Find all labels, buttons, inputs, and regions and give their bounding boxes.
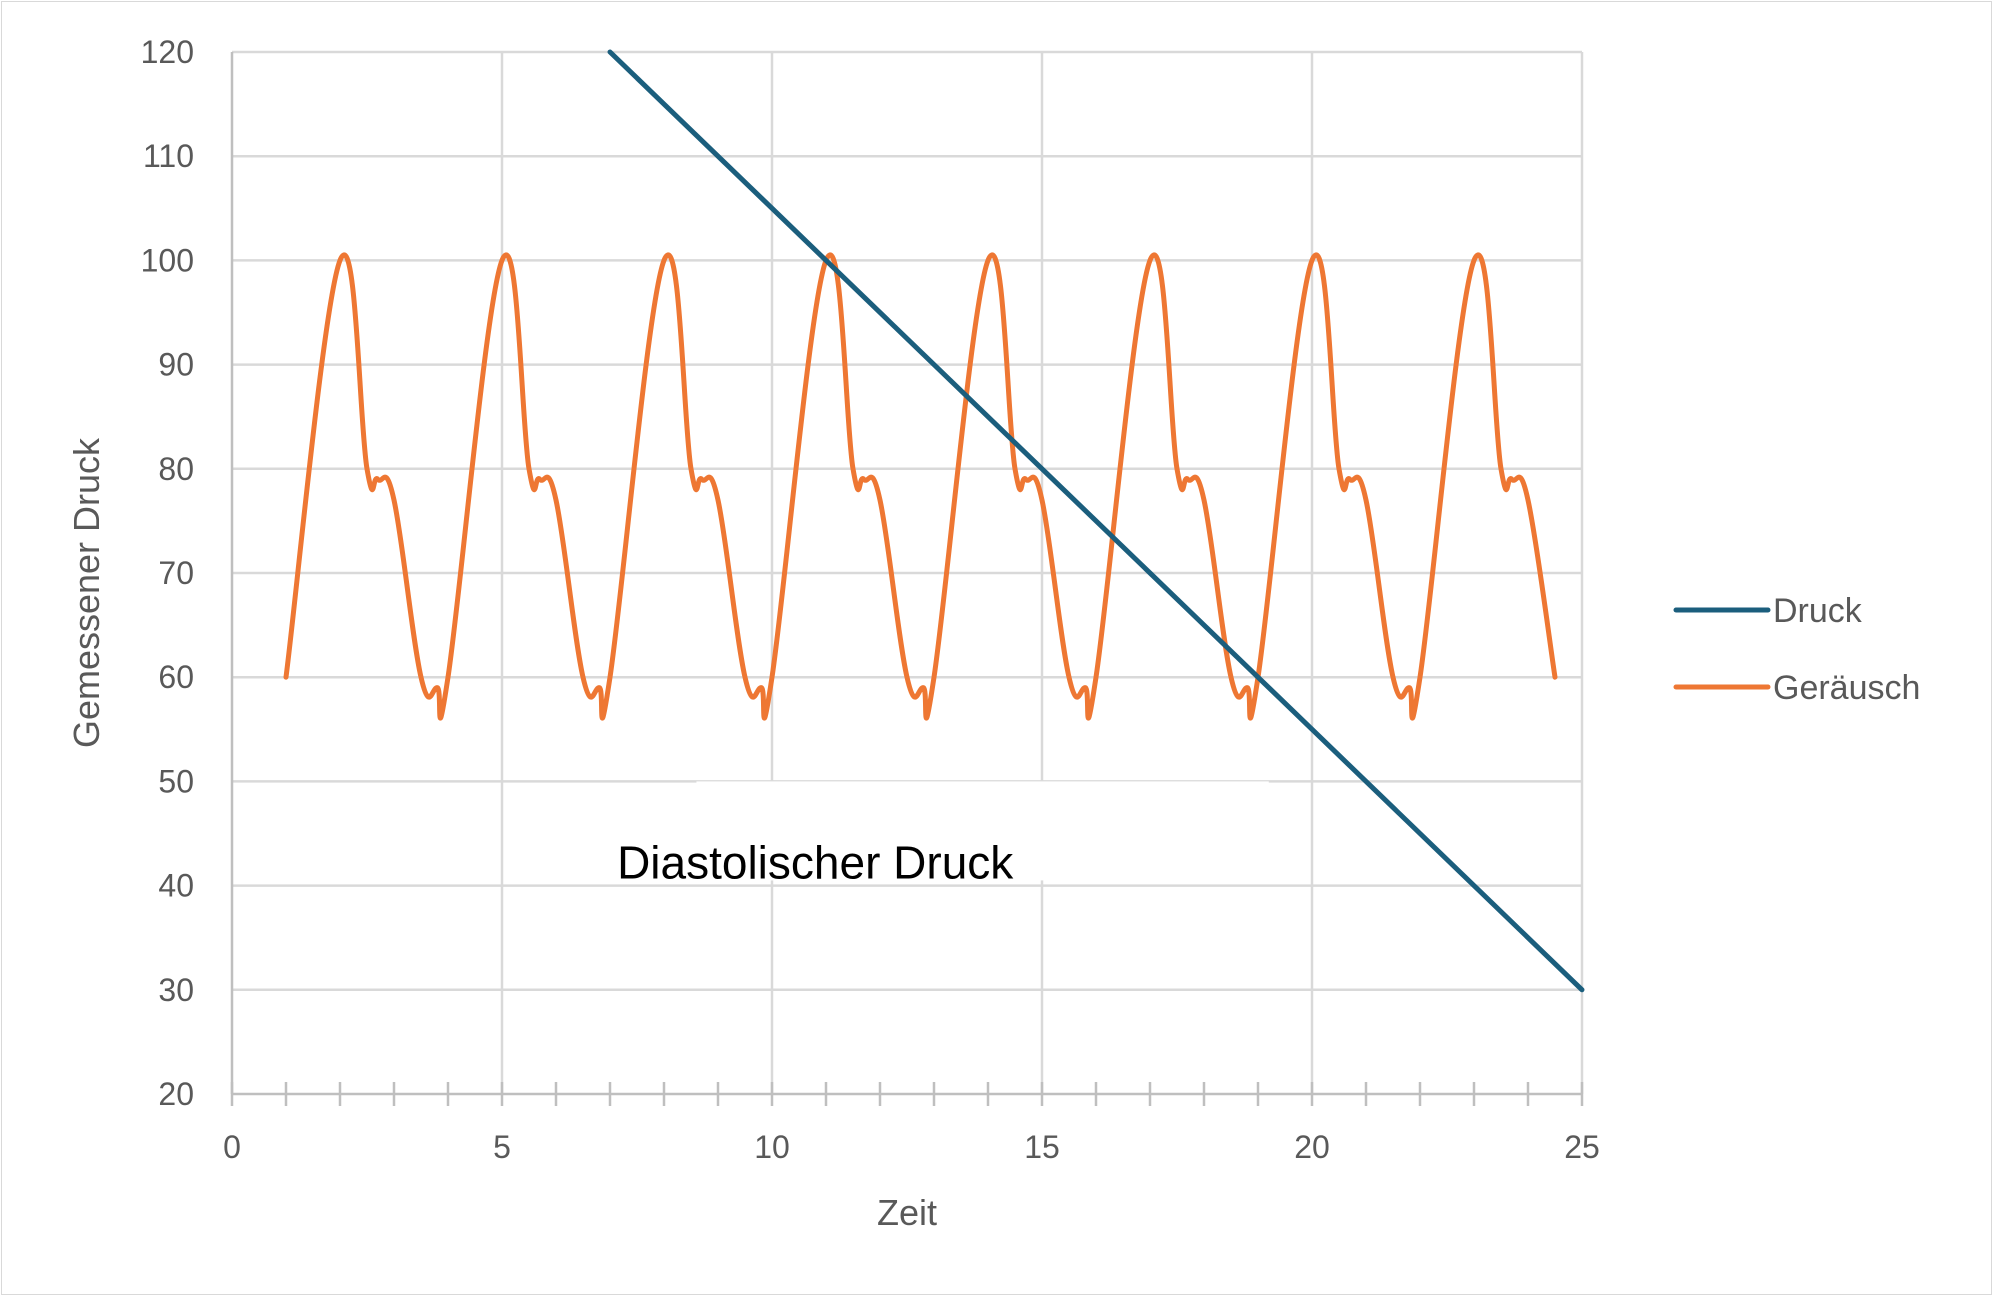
- y-tick-label: 100: [141, 242, 194, 278]
- y-tick-label: 80: [158, 451, 194, 487]
- x-tick-label: 10: [754, 1129, 790, 1165]
- y-tick-label: 30: [158, 972, 194, 1008]
- annotation-background: [696, 781, 1269, 881]
- y-tick-label: 50: [158, 763, 194, 799]
- x-tick-label: 0: [223, 1129, 241, 1165]
- series-line-druck: [607, 49, 1585, 993]
- series-line-geraeusch: [283, 252, 1558, 721]
- x-axis-title: Zeit: [877, 1192, 937, 1233]
- legend-label-geraeusch: Geräusch: [1773, 669, 1920, 707]
- y-axis-title: Gemessener Druck: [66, 437, 107, 748]
- y-tick-label: 90: [158, 347, 194, 383]
- legend: Druck Geräusch: [1673, 592, 1920, 707]
- gridlines: [232, 50, 1584, 1094]
- annotation-label: Diastolischer Druck: [617, 837, 1014, 889]
- annotation: Diastolischer Druck: [617, 781, 1269, 889]
- y-tick-label: 120: [141, 34, 194, 70]
- x-tick-label: 5: [493, 1129, 511, 1165]
- x-tick-label: 15: [1024, 1129, 1060, 1165]
- y-tick-label: 20: [158, 1076, 194, 1112]
- series-lines: [283, 49, 1585, 993]
- y-tick-label: 60: [158, 659, 194, 695]
- y-tick-label: 40: [158, 868, 194, 904]
- x-tick-label: 20: [1294, 1129, 1330, 1165]
- x-tick-label: 25: [1564, 1129, 1600, 1165]
- legend-label-druck: Druck: [1773, 592, 1863, 630]
- axes: 20 30 40 50 60 70 80 90 100 110 120 0 5 10 15 20 25: [141, 34, 1600, 1165]
- y-tick-label: 70: [158, 555, 194, 591]
- y-tick-label: 110: [143, 138, 194, 174]
